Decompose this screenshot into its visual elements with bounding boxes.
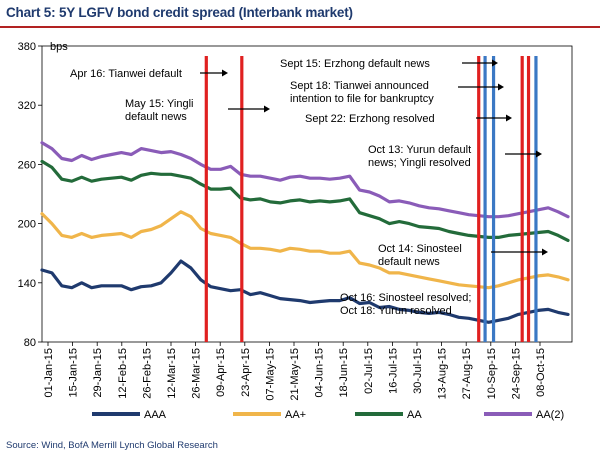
event-annotation: Sept 18: Tianwei announced intention to f… [290,80,434,105]
x-tick-label: 26-Feb-15 [141,348,153,399]
x-tick-label: 13-Aug-15 [437,348,449,399]
series-line-aa- [40,210,570,290]
annotation-line: news; Yingli resolved [368,157,471,169]
x-tick-label: 29-Jan-15 [92,348,104,398]
legend-label: AA(2) [536,409,564,421]
series-line-aaa [40,259,570,324]
legend-label: AA [407,409,422,421]
annotation-line: Sept 18: Tianwei announced [290,80,429,92]
annotation-line: May 15: Yingli [125,98,193,110]
x-tick-label: 18-Jun-15 [338,348,350,398]
x-tick-label: 12-Mar-15 [166,348,178,399]
event-annotation: Oct 13: Yurun default news; Yingli resolv… [368,144,471,169]
x-tick-label: 15-Jan-15 [68,348,80,398]
annotation-line: default news [125,111,187,123]
annotation-arrow-head [222,69,228,77]
y-tick-label: 140 [18,278,36,290]
series-line-aa-2- [40,141,570,219]
x-tick-label: 16-Jul-15 [387,348,399,394]
source-note: Source: Wind, BofA Merrill Lynch Global … [6,440,218,451]
annotation-arrow-head [498,83,504,91]
annotation-line: Oct 16: Sinosteel resolved; [340,292,471,304]
annotation-arrow-head [492,59,498,67]
legend-label: AA+ [285,409,306,421]
x-tick-label: 24-Sep-15 [510,348,522,399]
annotation-line: Oct 18: Yurun resolved [340,305,452,317]
event-annotation: Oct 14: Sinosteel default news [378,243,462,268]
y-tick-label: 260 [18,159,36,171]
x-tick-label: 07-May-15 [264,348,276,401]
x-tick-label: 26-Mar-15 [191,348,203,399]
x-tick-label: 12-Feb-15 [117,348,129,399]
event-annotation: Sept 22: Erzhong resolved [305,113,435,125]
event-annotation: Apr 16: Tianwei default [70,68,182,80]
annotation-arrow-head [536,150,542,158]
y-tick-label: 200 [18,219,36,231]
annotation-arrow-head [506,114,512,122]
y-tick-label: 320 [18,100,36,112]
annotation-line: Oct 13: Yurun default [368,144,471,156]
series-line-aa [40,159,570,242]
annotation-line: Oct 14: Sinosteel [378,243,462,255]
annotation-line: Apr 16: Tianwei default [70,68,182,80]
annotation-line: Sept 22: Erzhong resolved [305,113,435,125]
plot-frame [41,45,573,343]
annotation-line: intention to file for bankruptcy [290,93,434,105]
chart-title: Chart 5: 5Y LGFV bond credit spread (Int… [6,5,353,20]
legend-label: AAA [144,409,167,421]
x-tick-label: 08-Oct-15 [535,348,547,397]
y-axis-unit: bps [50,41,68,53]
annotation-line: default news [378,256,440,268]
x-tick-label: 02-Jul-15 [363,348,375,394]
x-tick-label: 23-Apr-15 [240,348,252,397]
x-tick-label: 30-Jul-15 [412,348,424,394]
x-tick-label: 10-Sep-15 [486,348,498,399]
x-tick-label: 21-May-15 [289,348,301,401]
y-tick-label: 80 [24,337,36,349]
annotation-arrow-head [542,248,548,256]
title-divider [0,26,600,28]
x-tick-label: 09-Apr-15 [215,348,227,397]
x-tick-label: 27-Aug-15 [461,348,473,399]
annotation-arrow-head [264,105,270,113]
annotation-line: Sept 15: Erzhong default news [280,58,430,70]
y-tick-label: 380 [18,41,36,53]
event-annotation: Sept 15: Erzhong default news [280,58,430,70]
event-annotation: Oct 16: Sinosteel resolved; Oct 18: Yurun… [340,292,471,317]
x-tick-label: 01-Jan-15 [43,348,55,398]
x-tick-label: 04-Jun-15 [314,348,326,398]
event-annotation: May 15: Yingli default news [125,98,193,123]
